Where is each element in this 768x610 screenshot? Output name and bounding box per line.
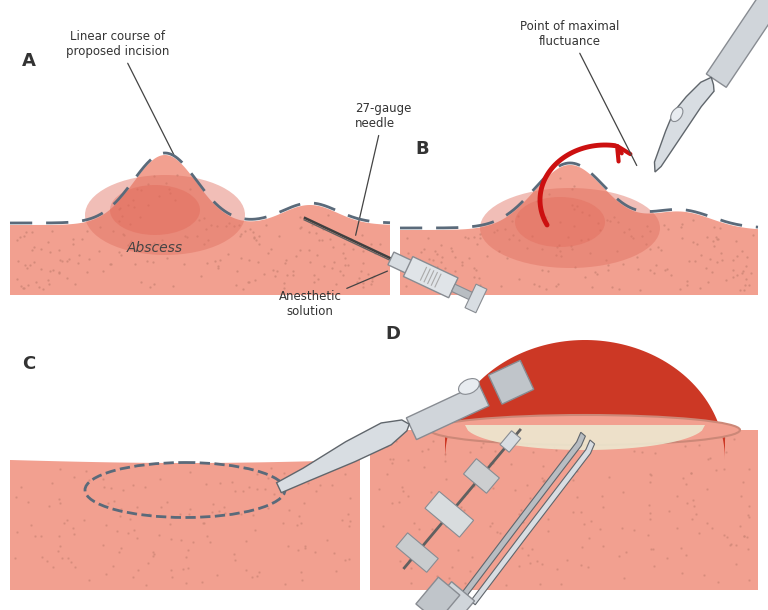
Text: Point of maximal
fluctuance: Point of maximal fluctuance — [520, 20, 637, 165]
Polygon shape — [406, 384, 489, 440]
Polygon shape — [465, 425, 705, 450]
Polygon shape — [403, 257, 458, 298]
Text: Abscess: Abscess — [127, 241, 183, 255]
Polygon shape — [465, 284, 487, 313]
Text: B: B — [415, 140, 429, 158]
Polygon shape — [445, 340, 725, 460]
Text: A: A — [22, 52, 36, 70]
Polygon shape — [654, 77, 714, 172]
Text: Linear course of
proposed incision: Linear course of proposed incision — [66, 30, 174, 154]
Polygon shape — [471, 440, 594, 605]
Polygon shape — [388, 252, 419, 277]
Polygon shape — [396, 533, 439, 572]
Polygon shape — [429, 582, 475, 610]
Ellipse shape — [458, 379, 479, 394]
Ellipse shape — [85, 175, 245, 255]
Ellipse shape — [430, 415, 740, 445]
Polygon shape — [464, 459, 499, 493]
Ellipse shape — [670, 107, 683, 121]
Text: Anesthetic
solution: Anesthetic solution — [279, 271, 387, 318]
Polygon shape — [500, 431, 521, 452]
Polygon shape — [707, 0, 768, 87]
Ellipse shape — [515, 197, 605, 247]
Text: C: C — [22, 355, 35, 373]
Ellipse shape — [110, 185, 200, 235]
Polygon shape — [425, 492, 474, 537]
Polygon shape — [276, 420, 409, 493]
Polygon shape — [10, 155, 390, 295]
Polygon shape — [370, 430, 758, 590]
Text: 27-gauge
needle: 27-gauge needle — [355, 102, 412, 235]
Polygon shape — [452, 284, 473, 300]
Polygon shape — [462, 432, 585, 597]
Polygon shape — [488, 361, 534, 404]
Polygon shape — [400, 165, 758, 295]
Text: D: D — [385, 325, 400, 343]
Polygon shape — [416, 577, 460, 610]
Polygon shape — [10, 460, 360, 590]
Ellipse shape — [480, 188, 660, 268]
